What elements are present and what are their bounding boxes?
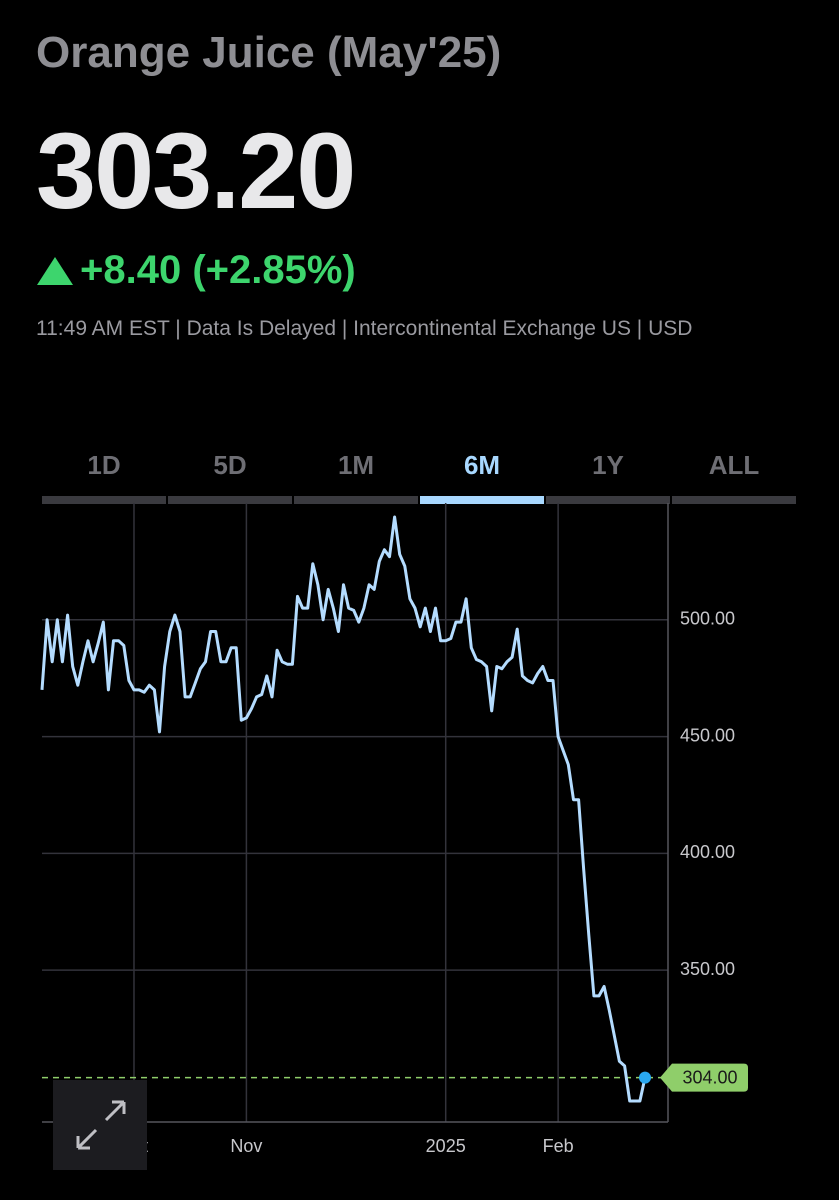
tab-underline — [672, 496, 796, 504]
tab-underline — [42, 496, 166, 504]
tab-underline — [168, 496, 292, 504]
tab[interactable]: ALL — [709, 450, 760, 480]
tab[interactable]: 1M — [338, 450, 374, 480]
info: 11:49 AM EST | Data Is Delayed | Interco… — [36, 317, 693, 340]
expand-bg — [53, 1080, 147, 1170]
y-tick-label: 400.00 — [680, 842, 735, 862]
x-tick-label: Nov — [230, 1136, 262, 1156]
y-tick-label: 350.00 — [680, 959, 735, 979]
tab[interactable]: 6M — [464, 450, 500, 480]
tab[interactable]: 5D — [213, 450, 246, 480]
change-text: +8.40 (+2.85%) — [80, 248, 356, 292]
plot: 1D5D1M6M1YALL350.00400.00450.00500.00Oct… — [40, 450, 796, 1156]
expand-icon — [76, 1100, 126, 1150]
title: Orange Juice (May'25) — [36, 28, 502, 77]
tab-underline — [294, 496, 418, 504]
price-tag-label: 304.00 — [682, 1067, 737, 1087]
expand-button[interactable] — [53, 1080, 147, 1170]
x-tick-label: Feb — [543, 1136, 574, 1156]
y-tick-label: 450.00 — [680, 725, 735, 745]
x-tick-label: 2025 — [426, 1136, 466, 1156]
up-arrow — [37, 256, 73, 285]
last-point — [639, 1071, 651, 1084]
price: 303.20 — [36, 110, 356, 231]
tab-underline — [546, 496, 670, 504]
price-line — [40, 515, 647, 1103]
chart: 1D5D1M6M1YALL350.00400.00450.00500.00Oct… — [40, 450, 796, 1170]
tab-underline — [420, 496, 544, 504]
change: +8.40 (+2.85%) — [36, 248, 356, 293]
price-tag — [660, 1063, 748, 1092]
tab[interactable]: 1Y — [592, 450, 624, 480]
y-tick-label: 500.00 — [680, 609, 735, 629]
tab[interactable]: 1D — [87, 450, 120, 480]
